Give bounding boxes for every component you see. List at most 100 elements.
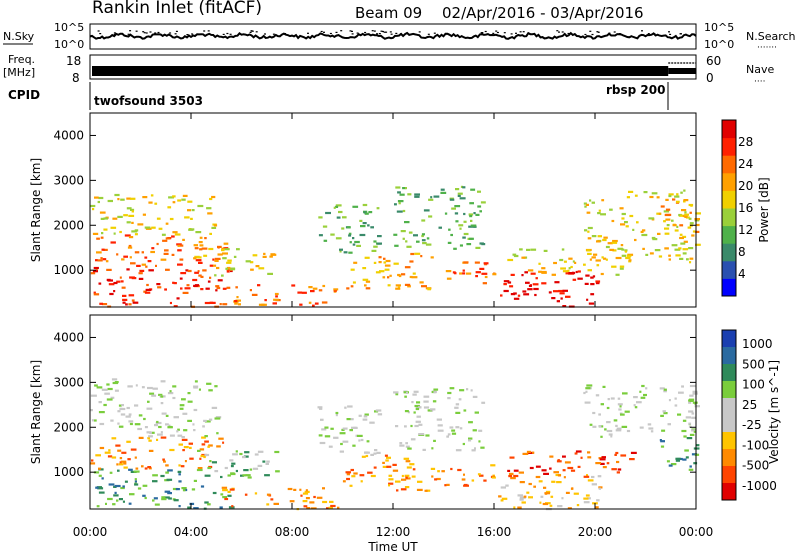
- data-cell: [595, 506, 599, 509]
- data-cell: [660, 205, 665, 208]
- data-cell: [172, 385, 177, 388]
- data-cell: [225, 267, 229, 270]
- data-cell: [224, 497, 229, 501]
- data-cell: [397, 200, 404, 203]
- data-cell: [593, 253, 598, 256]
- data-cell: [553, 290, 559, 293]
- data-cell: [362, 418, 368, 421]
- data-cell: [103, 228, 108, 231]
- data-cell: [564, 461, 571, 464]
- data-cell: [193, 507, 199, 510]
- data-cell: [666, 460, 670, 463]
- data-cell: [500, 294, 503, 297]
- data-cell: [339, 450, 344, 453]
- data-cell: [549, 504, 553, 507]
- data-cell: [358, 414, 362, 417]
- data-cell: [440, 188, 445, 191]
- data-cell: [668, 194, 672, 198]
- data-cell: [154, 503, 160, 506]
- data-cell: [160, 402, 164, 405]
- data-cell: [373, 452, 377, 455]
- data-cell: [682, 214, 688, 218]
- data-cell: [366, 440, 370, 443]
- data-cell: [155, 264, 157, 267]
- data-cell: [468, 237, 474, 240]
- data-cell: [187, 419, 192, 422]
- data-cell: [146, 407, 153, 410]
- data-cell: [346, 226, 351, 229]
- data-cell: [207, 503, 211, 506]
- noise-search-point: [383, 31, 386, 33]
- data-cell: [341, 227, 345, 230]
- data-cell: [355, 434, 358, 437]
- data-cell: [156, 438, 159, 441]
- data-cell: [180, 287, 183, 290]
- data-cell: [678, 247, 682, 250]
- data-cell: [586, 384, 593, 387]
- noise-search-point: [589, 30, 592, 32]
- data-cell: [110, 226, 117, 229]
- data-cell: [157, 433, 163, 436]
- data-cell: [570, 487, 574, 490]
- data-cell: [147, 400, 150, 403]
- data-cell: [404, 221, 410, 224]
- noise-search-point: [127, 33, 130, 35]
- data-cell: [101, 477, 104, 480]
- time-axis-label: Time UT: [367, 540, 418, 554]
- noise-search-point: [175, 30, 178, 32]
- data-cell: [492, 273, 497, 276]
- data-cell: [202, 425, 205, 428]
- data-cell: [507, 258, 514, 262]
- data-cell: [600, 462, 605, 465]
- data-cell: [641, 384, 645, 388]
- data-cell: [649, 252, 654, 255]
- data-cell: [219, 303, 222, 306]
- data-cell: [447, 241, 452, 244]
- date-range: 02/Apr/2016 - 03/Apr/2016: [442, 4, 644, 22]
- y-tick-label: 3000: [53, 375, 84, 389]
- data-cell: [254, 453, 259, 456]
- data-cell: [517, 506, 522, 509]
- data-cell: [350, 268, 355, 271]
- data-cell: [135, 467, 139, 470]
- data-cell: [141, 251, 144, 254]
- data-cell: [122, 298, 128, 301]
- data-cell: [693, 462, 698, 465]
- data-cell: [686, 437, 693, 440]
- data-cell: [389, 274, 392, 277]
- data-cell: [643, 191, 648, 194]
- data-cell: [134, 229, 139, 232]
- data-cell: [100, 257, 103, 260]
- data-cell: [463, 409, 467, 412]
- data-cell: [360, 225, 366, 228]
- data-cell: [507, 469, 511, 472]
- data-cell: [105, 260, 109, 263]
- data-cell: [513, 474, 519, 478]
- data-cell: [207, 466, 212, 470]
- cpid-program-2: rbsp 200: [606, 83, 665, 97]
- data-cell: [299, 303, 303, 306]
- data-cell: [194, 380, 198, 383]
- data-cell: [104, 451, 111, 454]
- colorbar-tick-label: 12: [738, 223, 753, 237]
- data-cell: [147, 260, 152, 263]
- data-cell: [212, 258, 215, 261]
- data-cell: [458, 224, 464, 227]
- data-cell: [192, 278, 198, 282]
- data-cell: [588, 302, 595, 305]
- data-cell: [693, 430, 697, 433]
- data-cell: [606, 462, 610, 465]
- data-cell: [603, 236, 608, 239]
- data-cell: [344, 406, 347, 409]
- data-cell: [643, 393, 647, 397]
- data-cell: [142, 484, 148, 487]
- data-cell: [503, 283, 507, 286]
- data-cell: [616, 427, 622, 430]
- data-cell: [472, 395, 478, 398]
- data-cell: [114, 193, 120, 197]
- data-cell: [127, 246, 133, 249]
- data-cell: [126, 197, 131, 200]
- data-cell: [134, 233, 138, 236]
- data-cell: [567, 269, 570, 272]
